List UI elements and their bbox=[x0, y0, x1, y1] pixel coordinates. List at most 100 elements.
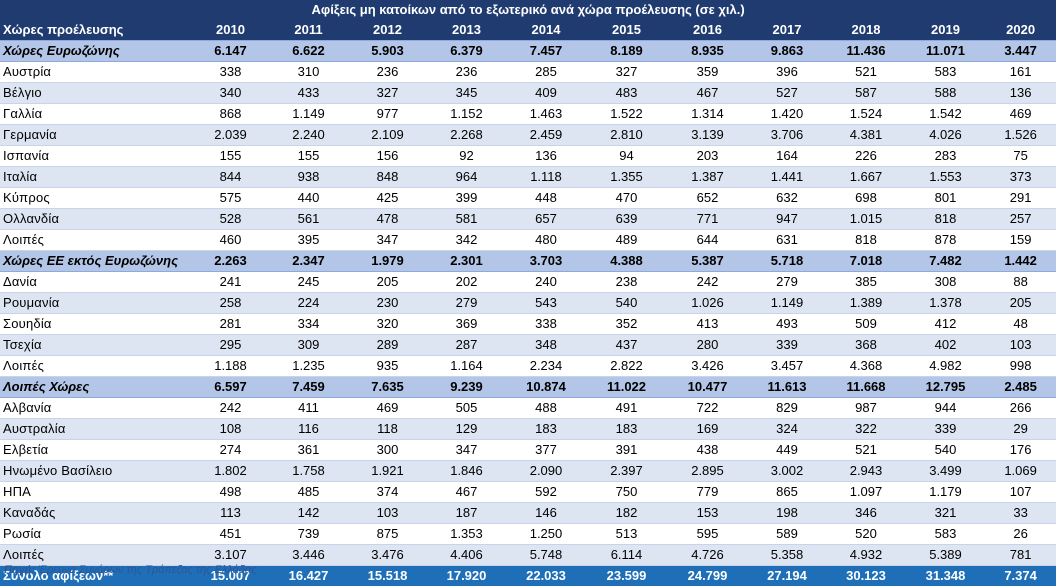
value-cell: 944 bbox=[906, 398, 985, 419]
value-cell: 24.799 bbox=[667, 566, 748, 586]
country-name-cell: Ελβετία bbox=[0, 440, 192, 461]
value-cell: 449 bbox=[748, 440, 826, 461]
value-cell: 7.459 bbox=[269, 377, 348, 398]
value-cell: 470 bbox=[586, 188, 667, 209]
value-cell: 369 bbox=[427, 314, 506, 335]
value-cell: 142 bbox=[269, 503, 348, 524]
value-cell: 1.522 bbox=[586, 104, 667, 125]
header-origin-label: Χώρες προέλευσης bbox=[0, 20, 192, 41]
country-name-cell: Τσεχία bbox=[0, 335, 192, 356]
value-cell: 1.069 bbox=[985, 461, 1056, 482]
value-cell: 4.388 bbox=[586, 251, 667, 272]
value-cell: 23.599 bbox=[586, 566, 667, 586]
value-cell: 1.526 bbox=[985, 125, 1056, 146]
value-cell: 2.459 bbox=[506, 125, 586, 146]
value-cell: 1.026 bbox=[667, 293, 748, 314]
value-cell: 1.164 bbox=[427, 356, 506, 377]
value-cell: 274 bbox=[192, 440, 269, 461]
value-cell: 338 bbox=[192, 62, 269, 83]
value-cell: 878 bbox=[906, 230, 985, 251]
value-cell: 739 bbox=[269, 524, 348, 545]
value-cell: 183 bbox=[586, 419, 667, 440]
source-label: Πηγή: bbox=[4, 564, 35, 576]
value-cell: 521 bbox=[826, 440, 906, 461]
value-cell: 7.457 bbox=[506, 41, 586, 62]
value-cell: 136 bbox=[506, 146, 586, 167]
value-cell: 16.427 bbox=[269, 566, 348, 586]
value-cell: 103 bbox=[348, 503, 427, 524]
value-cell: 7.374 bbox=[985, 566, 1056, 586]
value-cell: 205 bbox=[985, 293, 1056, 314]
value-cell: 2.943 bbox=[826, 461, 906, 482]
value-cell: 308 bbox=[906, 272, 985, 293]
value-cell: 11.436 bbox=[826, 41, 906, 62]
value-cell: 245 bbox=[269, 272, 348, 293]
value-cell: 3.139 bbox=[667, 125, 748, 146]
value-cell: 48 bbox=[985, 314, 1056, 335]
value-cell: 561 bbox=[269, 209, 348, 230]
value-cell: 433 bbox=[269, 83, 348, 104]
value-cell: 161 bbox=[985, 62, 1056, 83]
value-cell: 346 bbox=[826, 503, 906, 524]
value-cell: 6.114 bbox=[586, 545, 667, 566]
source-note: Πηγή: Έρευνα Συνόρων της Τράπεζας της Ελ… bbox=[4, 564, 257, 576]
value-cell: 1.235 bbox=[269, 356, 348, 377]
value-cell: 1.149 bbox=[269, 104, 348, 125]
value-cell: 1.149 bbox=[748, 293, 826, 314]
value-cell: 2.485 bbox=[985, 377, 1056, 398]
value-cell: 409 bbox=[506, 83, 586, 104]
value-cell: 540 bbox=[906, 440, 985, 461]
value-cell: 527 bbox=[748, 83, 826, 104]
value-cell: 103 bbox=[985, 335, 1056, 356]
value-cell: 309 bbox=[269, 335, 348, 356]
value-cell: 395 bbox=[269, 230, 348, 251]
value-cell: 399 bbox=[427, 188, 506, 209]
country-name-cell: Αυστραλία bbox=[0, 419, 192, 440]
value-cell: 632 bbox=[748, 188, 826, 209]
value-cell: 1.441 bbox=[748, 167, 826, 188]
value-cell: 1.758 bbox=[269, 461, 348, 482]
value-cell: 2.109 bbox=[348, 125, 427, 146]
value-cell: 205 bbox=[348, 272, 427, 293]
header-year: 2013 bbox=[427, 20, 506, 41]
value-cell: 338 bbox=[506, 314, 586, 335]
value-cell: 848 bbox=[348, 167, 427, 188]
value-cell: 425 bbox=[348, 188, 427, 209]
value-cell: 543 bbox=[506, 293, 586, 314]
country-name-cell: ΗΠΑ bbox=[0, 482, 192, 503]
value-cell: 169 bbox=[667, 419, 748, 440]
value-cell: 198 bbox=[748, 503, 826, 524]
value-cell: 998 bbox=[985, 356, 1056, 377]
header-year: 2018 bbox=[826, 20, 906, 41]
value-cell: 587 bbox=[826, 83, 906, 104]
value-cell: 155 bbox=[192, 146, 269, 167]
value-cell: 283 bbox=[906, 146, 985, 167]
value-cell: 9.863 bbox=[748, 41, 826, 62]
value-cell: 342 bbox=[427, 230, 506, 251]
value-cell: 7.482 bbox=[906, 251, 985, 272]
country-name-cell: Ισπανία bbox=[0, 146, 192, 167]
value-cell: 156 bbox=[348, 146, 427, 167]
value-cell: 977 bbox=[348, 104, 427, 125]
value-cell: 2.240 bbox=[269, 125, 348, 146]
country-name-cell: Ολλανδία bbox=[0, 209, 192, 230]
value-cell: 291 bbox=[985, 188, 1056, 209]
value-cell: 322 bbox=[826, 419, 906, 440]
value-cell: 146 bbox=[506, 503, 586, 524]
value-cell: 92 bbox=[427, 146, 506, 167]
header-year: 2010 bbox=[192, 20, 269, 41]
value-cell: 469 bbox=[985, 104, 1056, 125]
value-cell: 2.895 bbox=[667, 461, 748, 482]
country-name-cell: Καναδάς bbox=[0, 503, 192, 524]
value-cell: 413 bbox=[667, 314, 748, 335]
